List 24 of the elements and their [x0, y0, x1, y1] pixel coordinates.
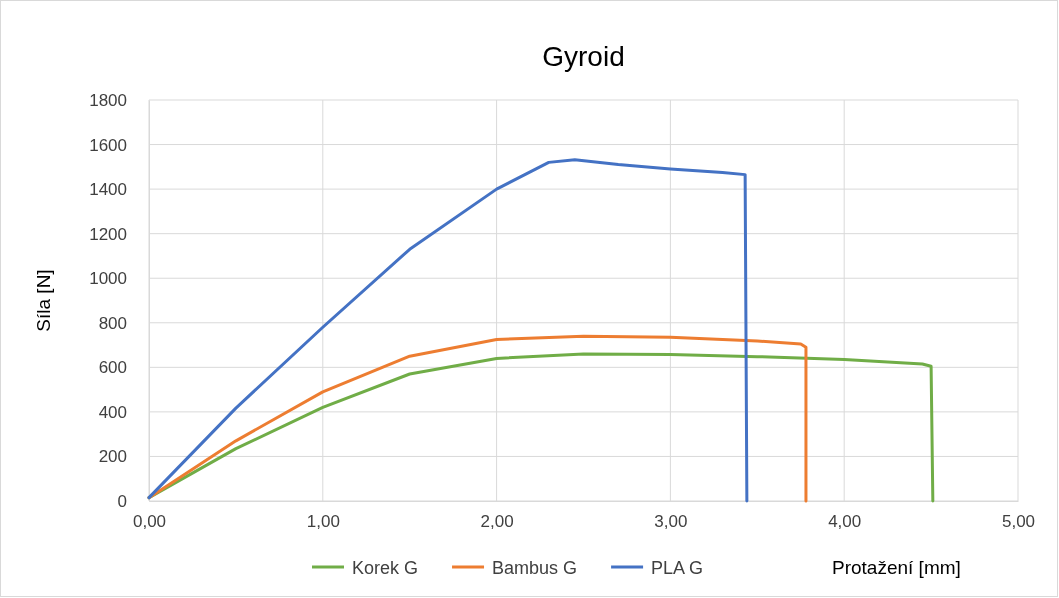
y-tick-label: 200: [98, 447, 127, 467]
y-tick-label: 1200: [89, 224, 127, 244]
legend-label: PLA G: [651, 558, 704, 578]
y-tick-label: 1600: [89, 135, 127, 155]
legend-label: Korek G: [352, 558, 419, 578]
x-tick-label: 4,00: [828, 512, 862, 532]
y-tick-label: 600: [98, 358, 127, 378]
chart-title: Gyroid: [542, 41, 625, 72]
x-tick-label: 3,00: [654, 512, 688, 532]
y-axis-title: Síla [N]: [33, 269, 54, 332]
x-tick-label: 0,00: [132, 512, 167, 532]
line-series: [147, 352, 935, 503]
line-series: [147, 158, 749, 503]
legend-label: Bambus G: [492, 558, 578, 578]
y-tick-label: 1000: [89, 269, 127, 289]
x-tick-label: 1,00: [306, 512, 340, 532]
y-tick-label: 400: [98, 402, 127, 422]
x-axis-title: Protažení [mm]: [832, 557, 961, 578]
x-tick-label: 5,00: [1001, 512, 1036, 532]
y-tick-label: 0: [117, 491, 127, 511]
y-tick-label: 800: [98, 313, 127, 333]
y-tick-label: 1800: [89, 90, 127, 110]
y-tick-label: 1400: [89, 180, 127, 200]
x-tick-label: 2,00: [480, 512, 514, 532]
